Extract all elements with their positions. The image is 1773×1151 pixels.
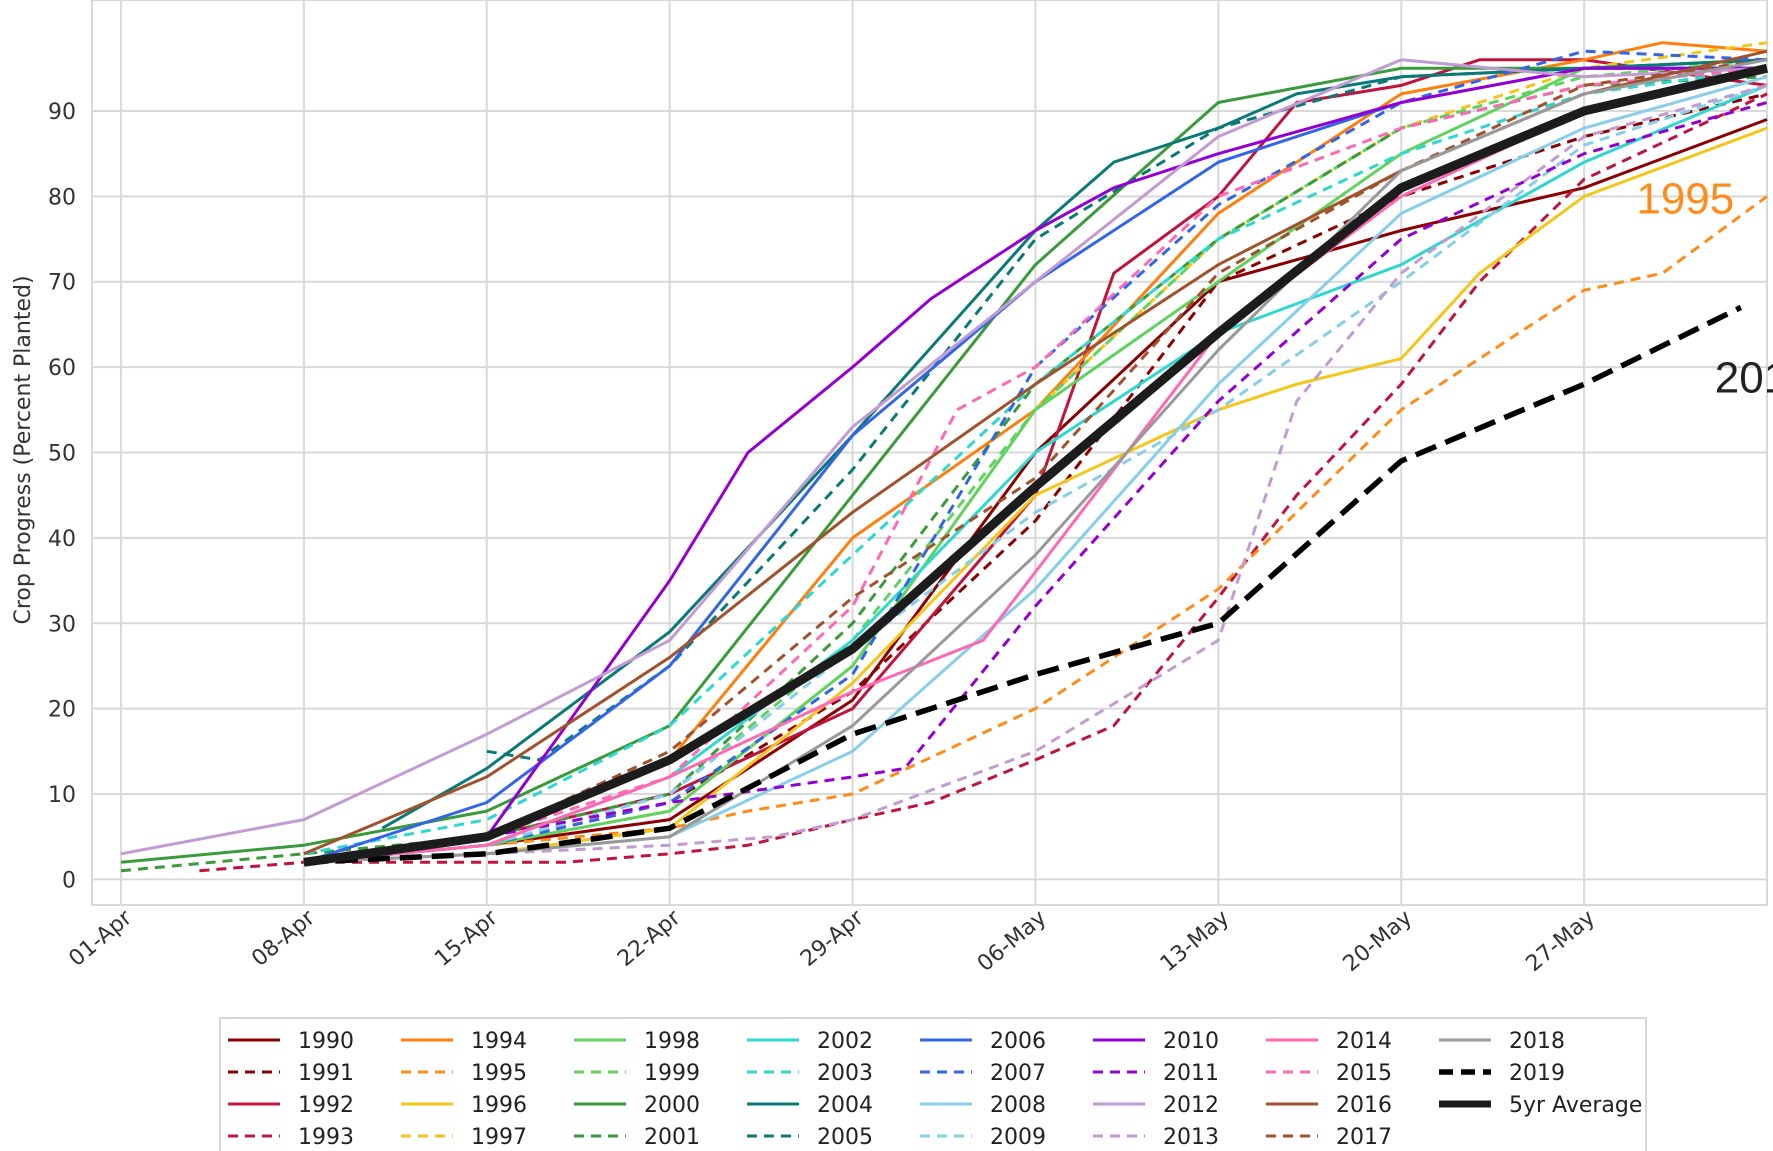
legend-label: 2013 <box>1163 1125 1219 1150</box>
series-line-1995 <box>303 195 1768 864</box>
series-line-2005 <box>486 66 1767 762</box>
legend-label: 1996 <box>471 1093 527 1118</box>
legend-label: 2008 <box>990 1093 1046 1118</box>
legend-label: 2003 <box>817 1061 873 1086</box>
series-line-2013 <box>303 83 1768 864</box>
x-tick-label: 22-Apr <box>613 905 686 972</box>
series-line-1993 <box>199 92 1768 873</box>
legend-box <box>219 1017 1647 1151</box>
legend-label: 2016 <box>1336 1093 1392 1118</box>
y-tick-label: 50 <box>48 442 76 467</box>
y-tick-label: 60 <box>48 356 76 381</box>
x-tick-label: 29-Apr <box>796 905 869 972</box>
legend-label: 2019 <box>1509 1061 1565 1086</box>
legend-label: 2000 <box>644 1093 700 1118</box>
series-line-2009 <box>303 83 1768 864</box>
series-line-2012 <box>120 58 1768 856</box>
y-axis-title: Crop Progress (Percent Planted) <box>11 275 36 624</box>
legend-label: 1992 <box>298 1093 354 1118</box>
legend-label: 1991 <box>298 1061 354 1086</box>
y-tick-label: 30 <box>48 612 76 637</box>
legend-label: 2005 <box>817 1125 873 1150</box>
legend-label: 2009 <box>990 1125 1046 1150</box>
series-line-2010 <box>303 66 1767 864</box>
annotation-label: 1995 <box>1636 174 1734 223</box>
series-line-2011 <box>303 101 1768 864</box>
y-tick-label: 0 <box>62 868 76 893</box>
legend-label: 2006 <box>990 1029 1046 1054</box>
y-tick-label: 40 <box>48 527 76 552</box>
legend-label: 2004 <box>817 1093 873 1118</box>
legend-label: 2015 <box>1336 1061 1392 1086</box>
legend-label: 1990 <box>298 1029 354 1054</box>
x-tick-label: 13-May <box>1156 905 1234 976</box>
legend-label: 5yr Average <box>1509 1093 1642 1118</box>
legend-label: 2001 <box>644 1125 700 1150</box>
legend-label: 1993 <box>298 1125 354 1150</box>
x-tick-label: 27-May <box>1522 905 1600 976</box>
legend-label: 1997 <box>471 1125 527 1150</box>
y-tick-label: 10 <box>48 783 76 808</box>
legend-label: 2018 <box>1509 1029 1565 1054</box>
series-line-2019 <box>303 304 1743 866</box>
legend-label: 1999 <box>644 1061 700 1086</box>
legend-label: 2014 <box>1336 1029 1392 1054</box>
legend-label: 2007 <box>990 1061 1046 1086</box>
legend-label: 1994 <box>471 1029 527 1054</box>
y-tick-label: 80 <box>48 185 76 210</box>
x-tick-label: 15-Apr <box>430 905 503 972</box>
y-tick-label: 20 <box>48 698 76 723</box>
series-line-2015 <box>303 66 1768 864</box>
x-tick-label: 08-Apr <box>247 905 320 972</box>
series-line-2018 <box>303 58 1768 864</box>
y-tick-label: 70 <box>48 271 76 296</box>
legend: 1990 1991 1992 1993 1994 1995 1996 1997 1998 1999… <box>219 1017 1647 1151</box>
legend-label: 2002 <box>817 1029 873 1054</box>
legend-label: 2010 <box>1163 1029 1219 1054</box>
series-line-5yr-average <box>303 63 1769 867</box>
legend-label: 2012 <box>1163 1093 1219 1118</box>
y-tick-label: 90 <box>48 100 76 125</box>
series-lines <box>120 41 1769 873</box>
annotations: 1995 2019 <box>1636 174 1773 402</box>
x-tick-label: 20-May <box>1339 905 1417 976</box>
legend-entries: 1990 1991 1992 1993 1994 1995 1996 1997 1998 1999… <box>228 1029 1642 1150</box>
gridlines <box>92 0 1767 905</box>
annotation-label: 2019 <box>1715 354 1773 403</box>
series-line-2017 <box>303 58 1768 864</box>
legend-label: 1998 <box>644 1029 700 1054</box>
legend-label: 2011 <box>1163 1061 1219 1086</box>
legend-label: 1995 <box>471 1061 527 1086</box>
x-tick-label: 06-May <box>973 905 1051 976</box>
x-tick-label: 01-Apr <box>64 905 137 972</box>
legend-label: 2017 <box>1336 1125 1392 1150</box>
